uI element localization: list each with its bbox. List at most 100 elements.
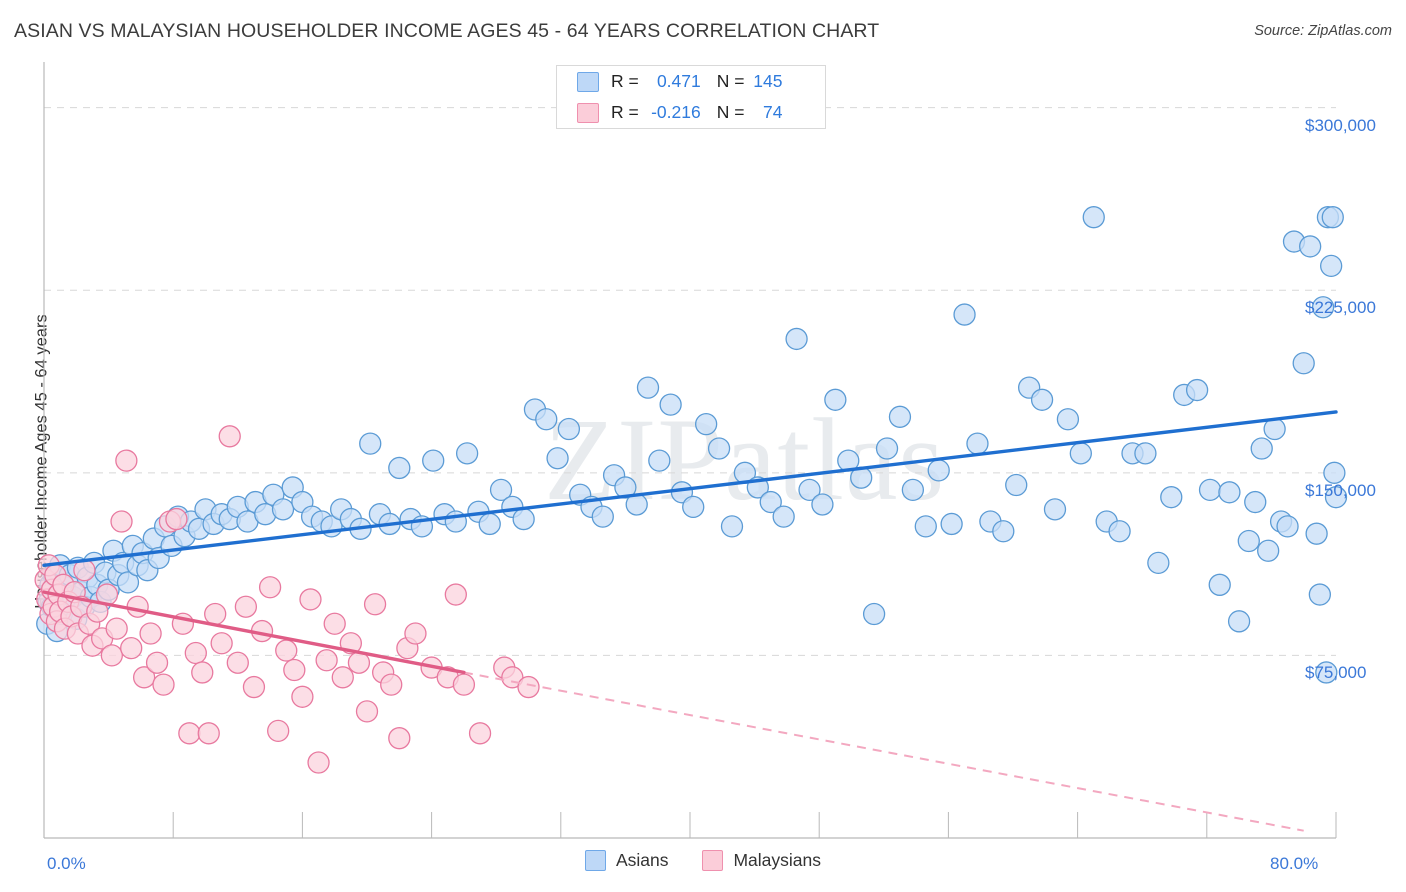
- data-point[interactable]: [940, 512, 963, 536]
- data-point[interactable]: [1208, 573, 1231, 596]
- data-point[interactable]: [1227, 610, 1251, 633]
- legend-item-malaysians[interactable]: Malaysians: [702, 850, 821, 871]
- data-point[interactable]: [283, 658, 306, 682]
- data-point[interactable]: [1218, 481, 1241, 504]
- data-point[interactable]: [1276, 515, 1299, 538]
- data-point[interactable]: [759, 490, 782, 514]
- data-point[interactable]: [291, 685, 314, 708]
- data-point[interactable]: [1185, 378, 1209, 402]
- data-point[interactable]: [992, 520, 1015, 543]
- data-point[interactable]: [546, 447, 569, 470]
- data-point[interactable]: [824, 388, 847, 411]
- data-point[interactable]: [271, 498, 295, 521]
- data-point[interactable]: [707, 437, 731, 460]
- data-point[interactable]: [422, 449, 445, 472]
- data-point[interactable]: [636, 376, 660, 399]
- data-point[interactable]: [517, 675, 540, 699]
- data-point[interactable]: [1082, 206, 1105, 229]
- data-point[interactable]: [204, 602, 227, 626]
- data-point[interactable]: [210, 632, 233, 655]
- data-point[interactable]: [132, 666, 156, 689]
- data-point[interactable]: [331, 666, 354, 689]
- data-point[interactable]: [1237, 529, 1260, 553]
- data-point[interactable]: [811, 493, 834, 516]
- legend-item-asians[interactable]: Asians: [584, 850, 668, 871]
- data-point[interactable]: [695, 412, 718, 436]
- data-point[interactable]: [785, 327, 808, 351]
- data-point[interactable]: [1315, 661, 1338, 684]
- data-point[interactable]: [1030, 388, 1054, 411]
- data-point[interactable]: [591, 505, 614, 528]
- data-point[interactable]: [468, 722, 492, 745]
- data-point[interactable]: [120, 636, 143, 660]
- data-point[interactable]: [359, 432, 382, 455]
- data-point[interactable]: [953, 303, 976, 326]
- data-point[interactable]: [226, 651, 249, 674]
- data-point[interactable]: [1244, 490, 1267, 514]
- data-point[interactable]: [105, 617, 128, 640]
- data-point[interactable]: [323, 612, 346, 635]
- data-point[interactable]: [512, 507, 535, 531]
- data-point[interactable]: [388, 456, 411, 480]
- data-point[interactable]: [116, 571, 140, 594]
- data-point[interactable]: [258, 576, 282, 599]
- data-point[interactable]: [388, 727, 411, 750]
- data-point[interactable]: [1056, 408, 1080, 431]
- data-point[interactable]: [178, 722, 201, 745]
- data-point[interactable]: [1323, 461, 1346, 484]
- data-point[interactable]: [888, 405, 912, 428]
- data-point[interactable]: [901, 478, 925, 502]
- data-point[interactable]: [478, 512, 501, 536]
- data-point[interactable]: [1305, 522, 1328, 545]
- data-point[interactable]: [489, 478, 513, 502]
- data-point[interactable]: [1250, 437, 1273, 460]
- data-point[interactable]: [1160, 486, 1183, 509]
- data-point[interactable]: [126, 595, 149, 618]
- data-point[interactable]: [1134, 442, 1157, 465]
- data-point[interactable]: [1311, 296, 1335, 319]
- data-point[interactable]: [1308, 583, 1331, 606]
- data-point[interactable]: [1069, 442, 1092, 465]
- data-point[interactable]: [191, 661, 214, 684]
- data-point[interactable]: [139, 622, 162, 645]
- data-point[interactable]: [152, 673, 175, 696]
- data-point[interactable]: [452, 673, 476, 696]
- data-point[interactable]: [798, 478, 821, 502]
- data-point[interactable]: [927, 459, 950, 482]
- data-point[interactable]: [267, 719, 290, 743]
- data-point[interactable]: [315, 649, 338, 672]
- data-point[interactable]: [1320, 254, 1343, 278]
- data-point[interactable]: [1198, 478, 1222, 502]
- data-point[interactable]: [307, 751, 330, 774]
- data-point[interactable]: [380, 673, 403, 696]
- data-point[interactable]: [648, 449, 671, 472]
- data-point[interactable]: [720, 515, 744, 538]
- data-point[interactable]: [862, 602, 886, 626]
- data-point[interactable]: [1321, 206, 1344, 229]
- data-point[interactable]: [659, 393, 682, 416]
- data-point[interactable]: [772, 505, 795, 528]
- data-point[interactable]: [275, 639, 298, 662]
- data-point[interactable]: [1147, 551, 1170, 575]
- data-point[interactable]: [184, 641, 207, 665]
- data-point[interactable]: [1005, 473, 1028, 497]
- data-point[interactable]: [557, 417, 581, 441]
- data-point[interactable]: [355, 700, 379, 723]
- data-point[interactable]: [455, 442, 479, 465]
- data-point[interactable]: [218, 425, 241, 448]
- data-point[interactable]: [100, 644, 123, 667]
- data-point[interactable]: [1043, 498, 1067, 521]
- data-point[interactable]: [1324, 486, 1348, 509]
- data-point[interactable]: [966, 432, 989, 455]
- data-point[interactable]: [165, 507, 188, 531]
- data-point[interactable]: [299, 588, 322, 611]
- data-point[interactable]: [404, 622, 427, 645]
- data-point[interactable]: [535, 408, 558, 431]
- data-point[interactable]: [242, 675, 266, 699]
- data-point[interactable]: [110, 510, 133, 533]
- data-point[interactable]: [1299, 235, 1322, 258]
- data-point[interactable]: [145, 651, 169, 674]
- data-point[interactable]: [115, 449, 138, 472]
- data-point[interactable]: [234, 595, 258, 618]
- data-point[interactable]: [875, 437, 899, 460]
